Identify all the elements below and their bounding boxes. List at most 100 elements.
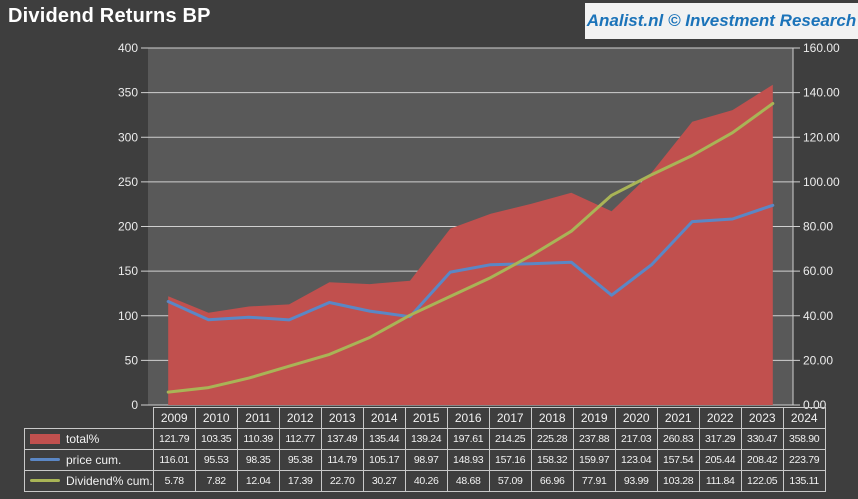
left-axis-label: 100 bbox=[118, 309, 138, 323]
legend-label: price cum. bbox=[66, 452, 122, 467]
value-cell: 208.42 bbox=[740, 448, 784, 471]
value-cell: 197.61 bbox=[446, 427, 490, 450]
value-cell: 40.26 bbox=[404, 469, 448, 492]
legend-cell: price cum. bbox=[24, 448, 154, 471]
year-cell: 2013 bbox=[320, 407, 364, 429]
year-cell: 2018 bbox=[530, 407, 574, 429]
value-cell: 135.11 bbox=[782, 469, 826, 492]
value-cell: 110.39 bbox=[236, 427, 280, 450]
year-cell: 2012 bbox=[278, 407, 322, 429]
year-cell: 2014 bbox=[362, 407, 406, 429]
value-cell: 148.93 bbox=[446, 448, 490, 471]
value-cell: 217.03 bbox=[614, 427, 658, 450]
value-cell: 114.79 bbox=[320, 448, 364, 471]
value-cell: 157.16 bbox=[488, 448, 532, 471]
legend-cell: Dividend% cum. bbox=[24, 469, 154, 492]
year-cell: 2010 bbox=[194, 407, 238, 429]
value-cell: 123.04 bbox=[614, 448, 658, 471]
left-axis-label: 200 bbox=[118, 220, 138, 234]
left-axis-label: 50 bbox=[125, 353, 139, 367]
value-cell: 103.28 bbox=[656, 469, 700, 492]
series-line-price bbox=[166, 203, 775, 322]
year-cell: 2016 bbox=[446, 407, 490, 429]
value-cell: 77.91 bbox=[572, 469, 616, 492]
value-cell: 98.35 bbox=[236, 448, 280, 471]
value-cell: 223.79 bbox=[782, 448, 826, 471]
right-axis-label: 160.00 bbox=[803, 41, 840, 55]
data-table: 2009 2010 2011 2012 2013 2014 2015 2016 2017 2018… bbox=[24, 407, 826, 492]
value-cell: 135.44 bbox=[362, 427, 406, 450]
right-axis-label: 140.00 bbox=[803, 86, 840, 100]
legend-label: total% bbox=[66, 431, 100, 446]
value-cell: 12.04 bbox=[236, 469, 280, 492]
value-cell: 158.32 bbox=[530, 448, 574, 471]
right-axis-label: 120.00 bbox=[803, 130, 840, 144]
right-axis-label: 60.00 bbox=[803, 264, 833, 278]
value-cell: 7.82 bbox=[194, 469, 238, 492]
value-cell: 48.68 bbox=[446, 469, 490, 492]
value-cell: 57.09 bbox=[488, 469, 532, 492]
value-cell: 237.88 bbox=[572, 427, 616, 450]
left-axis-label: 150 bbox=[118, 264, 138, 278]
value-cell: 122.05 bbox=[740, 469, 784, 492]
value-cell: 157.54 bbox=[656, 448, 700, 471]
value-cell: 358.90 bbox=[782, 427, 826, 450]
value-cell: 137.49 bbox=[320, 427, 364, 450]
value-cell: 205.44 bbox=[698, 448, 742, 471]
year-cell: 2009 bbox=[152, 407, 196, 429]
year-cell: 2017 bbox=[488, 407, 532, 429]
value-cell: 30.27 bbox=[362, 469, 406, 492]
series-area-total bbox=[168, 84, 773, 405]
right-axis-label: 20.00 bbox=[803, 353, 833, 367]
left-axis-label: 0 bbox=[131, 398, 138, 412]
right-axis-label: 80.00 bbox=[803, 220, 833, 234]
year-cell: 2015 bbox=[404, 407, 448, 429]
value-cell: 330.47 bbox=[740, 427, 784, 450]
value-cell: 105.17 bbox=[362, 448, 406, 471]
legend-cell: total% bbox=[24, 427, 154, 450]
value-cell: 214.25 bbox=[488, 427, 532, 450]
value-cell: 5.78 bbox=[152, 469, 196, 492]
value-cell: 17.39 bbox=[278, 469, 322, 492]
value-cell: 159.97 bbox=[572, 448, 616, 471]
right-axis-label: 40.00 bbox=[803, 309, 833, 323]
branding-badge: Analist.nl © Investment Research bbox=[585, 3, 858, 39]
series-line-dividend bbox=[166, 102, 775, 394]
value-cell: 98.97 bbox=[404, 448, 448, 471]
value-cell: 121.79 bbox=[152, 427, 196, 450]
value-cell: 111.84 bbox=[698, 469, 742, 492]
left-axis-label: 400 bbox=[118, 41, 138, 55]
value-cell: 93.99 bbox=[614, 469, 658, 492]
value-cell: 317.29 bbox=[698, 427, 742, 450]
value-cell: 95.38 bbox=[278, 448, 322, 471]
data-table-grid: 2009 2010 2011 2012 2013 2014 2015 2016 2017 2018… bbox=[24, 407, 826, 492]
year-cell: 2019 bbox=[572, 407, 616, 429]
year-cell: 2023 bbox=[740, 407, 784, 429]
value-cell: 66.96 bbox=[530, 469, 574, 492]
left-axis-label: 300 bbox=[118, 130, 138, 144]
legend-swatch-total bbox=[30, 433, 60, 444]
value-cell: 112.77 bbox=[278, 427, 322, 450]
year-cell: 2020 bbox=[614, 407, 658, 429]
legend-header-spacer bbox=[25, 408, 154, 429]
value-cell: 260.83 bbox=[656, 427, 700, 450]
value-cell: 22.70 bbox=[320, 469, 364, 492]
value-cell: 103.35 bbox=[194, 427, 238, 450]
year-cell: 2011 bbox=[236, 407, 280, 429]
year-cell: 2024 bbox=[782, 407, 826, 429]
left-axis-label: 250 bbox=[118, 175, 138, 189]
year-cell: 2021 bbox=[656, 407, 700, 429]
year-cell: 2022 bbox=[698, 407, 742, 429]
value-cell: 225.28 bbox=[530, 427, 574, 450]
value-cell: 139.24 bbox=[404, 427, 448, 450]
legend-swatch-price bbox=[30, 458, 60, 461]
legend-swatch-dividend bbox=[30, 479, 60, 482]
value-cell: 95.53 bbox=[194, 448, 238, 471]
right-axis-label: 100.00 bbox=[803, 175, 840, 189]
left-axis-label: 350 bbox=[118, 86, 138, 100]
value-cell: 116.01 bbox=[152, 448, 196, 471]
legend-label: Dividend% cum. bbox=[66, 473, 153, 488]
branding-text: Analist.nl © Investment Research bbox=[586, 11, 857, 30]
